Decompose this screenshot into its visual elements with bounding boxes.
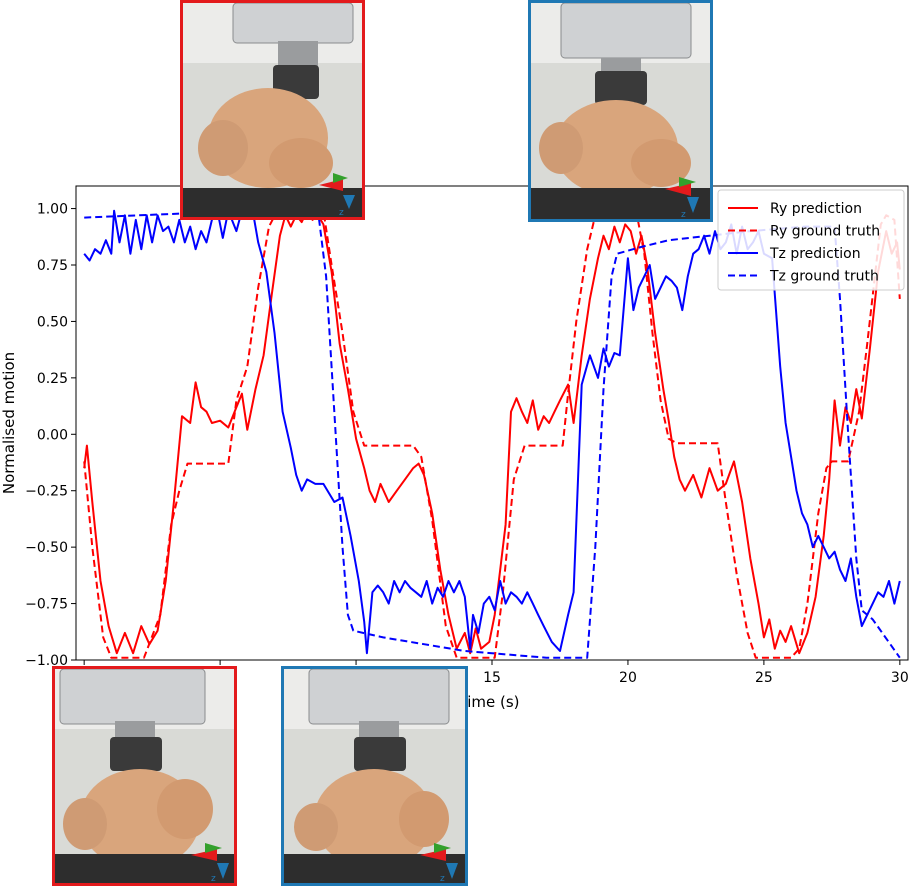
legend-box <box>717 189 905 291</box>
inset-axis-label: z <box>440 874 445 883</box>
y-tick-label: −1.00 <box>25 653 68 669</box>
robot-head-photo: z <box>55 669 234 883</box>
robot-head-photo: z <box>531 3 710 219</box>
robot-head-photo: z <box>183 3 362 217</box>
inset-photo-bottom-left: z <box>52 666 237 886</box>
y-tick-label: 0.25 <box>37 371 68 387</box>
y-tick-label: 0.75 <box>37 258 68 274</box>
legend-label: Ry prediction <box>770 201 862 217</box>
y-tick-label: −0.75 <box>25 597 68 613</box>
inset-axis-label: z <box>211 874 216 883</box>
x-axis-label: Time (s) <box>458 693 520 711</box>
y-tick-label: −0.50 <box>25 540 68 556</box>
legend: Ry prediction Ry ground truth Tz predictio… <box>717 189 905 291</box>
x-tick-label: 25 <box>755 670 773 686</box>
inset-photo-top-left: z <box>180 0 365 220</box>
series-line-ry-prediction <box>83 209 901 655</box>
y-axis: −1.00 −0.75 −0.50 −0.25 0.00 0.25 0.50 0.75 1.00 <box>25 202 76 669</box>
inset-photo-top-right: z <box>528 0 713 222</box>
robot-head-photo: z <box>284 669 465 883</box>
series-line-ry-ground-truth <box>83 209 901 659</box>
x-tick-label: 20 <box>619 670 637 686</box>
x-tick-label: 15 <box>483 670 501 686</box>
y-tick-label: −0.25 <box>25 484 68 500</box>
inset-axis-label: z <box>339 208 344 217</box>
y-tick-label: 0.50 <box>37 314 68 330</box>
y-tick-label: 0.00 <box>37 427 68 443</box>
x-tick-label: 30 <box>891 670 909 686</box>
legend-label: Tz ground truth <box>769 269 879 285</box>
inset-photo-bottom-right: z <box>281 666 468 886</box>
y-tick-label: 1.00 <box>37 202 68 218</box>
legend-label: Tz prediction <box>769 246 861 262</box>
inset-axis-label: z <box>681 210 686 219</box>
legend-label: Ry ground truth <box>770 224 880 240</box>
y-axis-label: Normalised motion <box>0 352 18 494</box>
